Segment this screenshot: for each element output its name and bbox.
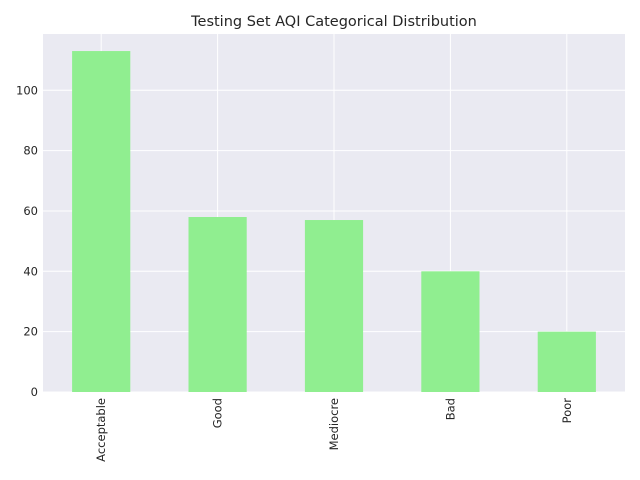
- bar-good: [188, 216, 247, 392]
- y-axis-ticks: 0 20 40 60 80 100: [16, 83, 38, 399]
- y-tick-label: 40: [23, 264, 38, 278]
- x-tick-label: Good: [211, 398, 225, 428]
- bar-poor: [537, 331, 596, 392]
- x-tick-label: Bad: [443, 398, 457, 420]
- x-tick-label: Acceptable: [94, 398, 108, 462]
- chart-title: Testing Set AQI Categorical Distribution: [190, 14, 477, 30]
- bar-bad: [421, 271, 480, 392]
- y-tick-label: 100: [16, 83, 38, 97]
- bar-acceptable: [72, 51, 131, 393]
- y-tick-label: 0: [31, 385, 38, 399]
- bar-mediocre: [304, 220, 364, 392]
- y-tick-label: 60: [23, 204, 38, 218]
- y-tick-label: 20: [23, 325, 38, 339]
- x-tick-label: Poor: [560, 398, 574, 424]
- bars: [72, 51, 596, 393]
- x-axis-ticks: Acceptable Good Mediocre Bad Poor: [94, 398, 574, 462]
- x-tick-label: Mediocre: [327, 398, 341, 450]
- y-tick-label: 80: [23, 144, 38, 158]
